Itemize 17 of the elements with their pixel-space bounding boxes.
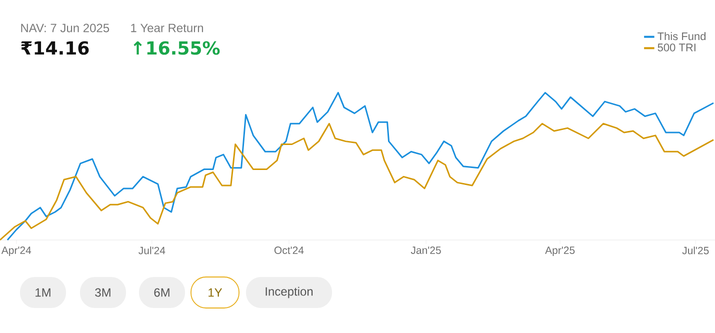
text: NAV: 7 Jun 2025 bbox=[21, 24, 110, 32]
x-tick-label: Jan'25 bbox=[410, 246, 441, 254]
x-tick-label: Apr'25 bbox=[545, 246, 575, 256]
x-tick-label: Oct'24 bbox=[274, 246, 304, 254]
x-tick-label: Jul'24 bbox=[138, 246, 166, 254]
text: ↑16.55% bbox=[134, 41, 220, 55]
text: 1M bbox=[36, 288, 50, 297]
text: 1Y bbox=[208, 288, 222, 297]
x-tick-label: Apr'24 bbox=[1, 246, 32, 256]
text: Inception bbox=[266, 286, 313, 298]
text: 6M bbox=[154, 288, 170, 297]
text: 3M bbox=[95, 288, 110, 297]
legend-label: 500 TRI bbox=[658, 44, 696, 52]
legend-label: This Fund bbox=[658, 32, 706, 40]
text: ₹14.16 bbox=[21, 41, 89, 55]
text: 1 Year Return bbox=[131, 24, 204, 32]
x-tick-label: Jul'25 bbox=[682, 246, 709, 254]
